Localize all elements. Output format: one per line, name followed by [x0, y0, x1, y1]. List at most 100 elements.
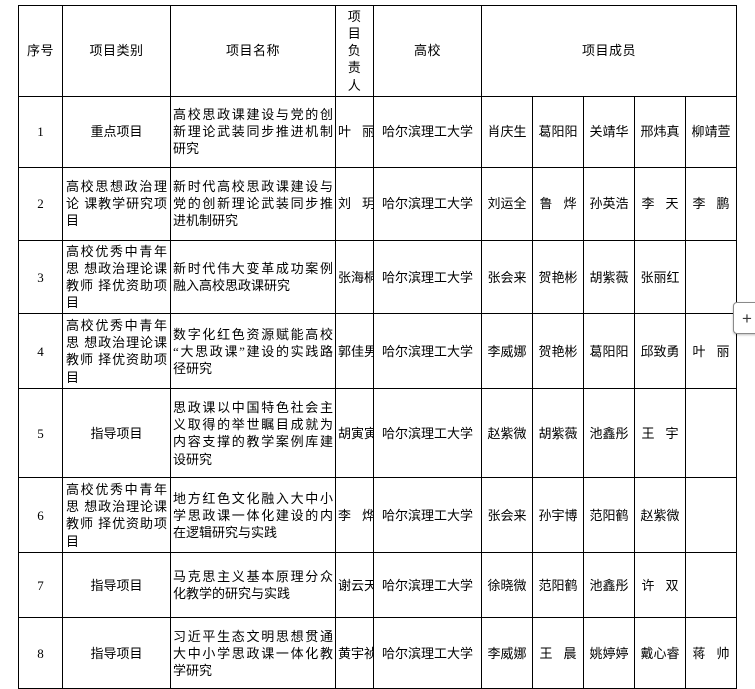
- name-line: 大中小学思政课一体化教: [173, 645, 333, 661]
- cell-member: 柳靖萱: [684, 95, 738, 168]
- cell-index: 6: [18, 477, 63, 554]
- name-line: 马克思主义基本原理分众: [173, 569, 333, 585]
- member-char: 鲁: [539, 196, 553, 212]
- cell-member: 贺艳彬: [532, 239, 584, 315]
- name-line: 新时代高校思政课建设与: [173, 179, 333, 195]
- cell-university: 哈尔滨理工大学: [373, 552, 482, 619]
- cell-category: 指导项目: [62, 388, 171, 479]
- cell-member: 赵紫微: [634, 477, 686, 554]
- member-char: 帅: [716, 645, 730, 661]
- member-char: 晨: [563, 645, 577, 661]
- cell-university: 哈尔滨理工大学: [373, 239, 482, 315]
- category-line: 高校优秀中青年思: [66, 243, 167, 276]
- name-line: 设研究: [173, 451, 213, 467]
- cell-member: 鲁烨: [532, 166, 584, 241]
- cell-member: 李威娜: [481, 313, 533, 390]
- cell-leader: 谢云天: [335, 552, 374, 619]
- header-category: 项目类别: [62, 5, 171, 97]
- cell-university: 哈尔滨理工大学: [373, 166, 482, 241]
- name-line: 高校思政课建设与党的创: [173, 107, 333, 123]
- member-char: 宇: [665, 425, 679, 441]
- cell-index: 1: [18, 95, 63, 168]
- name-line: 数字化红色资源赋能高校: [173, 326, 333, 342]
- cell-name: 习近平生态文明思想贯通 大中小学思政课一体化教 学研究: [170, 617, 336, 689]
- cell-name: 思政课以中国特色社会主 义取得的举世瞩目成就为 内容支撑的教学案例库建 设研究: [170, 388, 336, 479]
- leader-char: 李: [338, 507, 352, 523]
- cell-member: 王晨: [532, 617, 584, 689]
- cell-leader: 李烨: [335, 477, 374, 554]
- add-row-button[interactable]: +: [733, 302, 755, 334]
- cell-member: 葛阳阳: [532, 95, 584, 168]
- name-line: 在逻辑研究与实践: [173, 524, 278, 540]
- cell-member: 胡紫薇: [583, 239, 635, 315]
- name-line: 党的创新理论武装同步推: [173, 196, 333, 212]
- name-line: 内容支撑的教学案例库建: [173, 434, 333, 450]
- cell-member: 戴心睿: [634, 617, 686, 689]
- member-char: 王: [539, 645, 553, 661]
- table-row: 2 高校思想政治理论 课教学研究项目 新时代高校思政课建设与 党的创新理论武装同…: [18, 166, 738, 241]
- name-line: 进机制研究: [173, 213, 239, 229]
- project-table: 序号 项目类别 项目名称 项 目 负 责 人 高校 项目成员 1 重点项目: [18, 5, 738, 689]
- cell-member: 池鑫彤: [583, 388, 635, 479]
- cell-index: 2: [18, 166, 63, 241]
- table-body: 1 重点项目 高校思政课建设与党的创 新理论武装同步推进机制 研究 叶丽 哈尔滨…: [18, 95, 738, 689]
- cell-member: 刘运全: [481, 166, 533, 241]
- leader-char: 刘: [338, 196, 352, 212]
- cell-member: 李威娜: [481, 617, 533, 689]
- cell-name: 地方红色文化融入大中小 学思政课一体化建设的内 在逻辑研究与实践: [170, 477, 336, 554]
- cell-category: 高校优秀中青年思 想政治理论课教师 择优资助项目: [62, 477, 171, 554]
- name-line: 地方红色文化融入大中小: [173, 490, 333, 506]
- cell-index: 8: [18, 617, 63, 689]
- cell-name: 新时代高校思政课建设与 党的创新理论武装同步推 进机制研究: [170, 166, 336, 241]
- table-row: 8 指导项目 习近平生态文明思想贯通 大中小学思政课一体化教 学研究 黄宇祯 哈…: [18, 617, 738, 689]
- member-char: 蒋: [692, 645, 706, 661]
- cell-member: 张丽红: [634, 239, 686, 315]
- name-line: 研究: [173, 141, 200, 157]
- cell-member: 关靖华: [583, 95, 635, 168]
- category-line: 想政治理论课教师: [66, 260, 167, 294]
- name-line: 化教学的研究与实践: [173, 586, 291, 602]
- cell-member: 肖庆生: [481, 95, 533, 168]
- cell-category: 高校优秀中青年思 想政治理论课教师 择优资助项目: [62, 313, 171, 390]
- member-char: 烨: [563, 196, 577, 212]
- cell-index: 5: [18, 388, 63, 479]
- category-line: 课教学研究项目: [66, 196, 167, 229]
- cell-university: 哈尔滨理工大学: [373, 617, 482, 689]
- table-row: 1 重点项目 高校思政课建设与党的创 新理论武装同步推进机制 研究 叶丽 哈尔滨…: [18, 95, 738, 168]
- cell-university: 哈尔滨理工大学: [373, 313, 482, 390]
- header-university: 高校: [373, 5, 482, 97]
- cell-member: 李天: [634, 166, 686, 241]
- document-page: 序号 项目类别 项目名称 项 目 负 责 人 高校 项目成员 1 重点项目: [0, 5, 755, 689]
- member-char: 王: [641, 425, 655, 441]
- header-leader-line-5: 人: [347, 77, 362, 93]
- cell-university: 哈尔滨理工大学: [373, 477, 482, 554]
- cell-member: 孙英浩: [583, 166, 635, 241]
- cell-member: 张会来: [481, 477, 533, 554]
- cell-member: [684, 239, 738, 315]
- cell-leader: 郭佳男: [335, 313, 374, 390]
- member-char: 鹏: [716, 196, 730, 212]
- cell-category: 重点项目: [62, 95, 171, 168]
- cell-member: [684, 552, 738, 619]
- name-line: 习近平生态文明思想贯通: [173, 628, 333, 644]
- table-header: 序号 项目类别 项目名称 项 目 负 责 人 高校 项目成员: [18, 5, 738, 97]
- cell-leader: 叶丽: [335, 95, 374, 168]
- category-line: 高校思想政治理论: [66, 179, 167, 212]
- cell-member: 叶丽: [684, 313, 738, 390]
- member-char: 丽: [716, 343, 730, 359]
- name-line: 融入高校思政课研究: [173, 278, 291, 294]
- cell-member: 赵紫微: [481, 388, 533, 479]
- cell-member: 邢炜真: [634, 95, 686, 168]
- header-row: 序号 项目类别 项目名称 项 目 负 责 人 高校 项目成员: [18, 5, 738, 97]
- cell-member: [684, 477, 738, 554]
- member-char: 许: [641, 577, 655, 593]
- category-line: 择优资助项目: [66, 278, 167, 311]
- member-char: 叶: [692, 343, 706, 359]
- name-line: 新时代伟大变革成功案例: [173, 260, 333, 276]
- cell-member: 孙宇博: [532, 477, 584, 554]
- leader-char: 丽: [362, 124, 372, 139]
- header-leader-line-3: 负: [347, 43, 362, 59]
- cell-leader: 黄宇祯: [335, 617, 374, 689]
- header-index: 序号: [18, 5, 63, 97]
- cell-member: 许双: [634, 552, 686, 619]
